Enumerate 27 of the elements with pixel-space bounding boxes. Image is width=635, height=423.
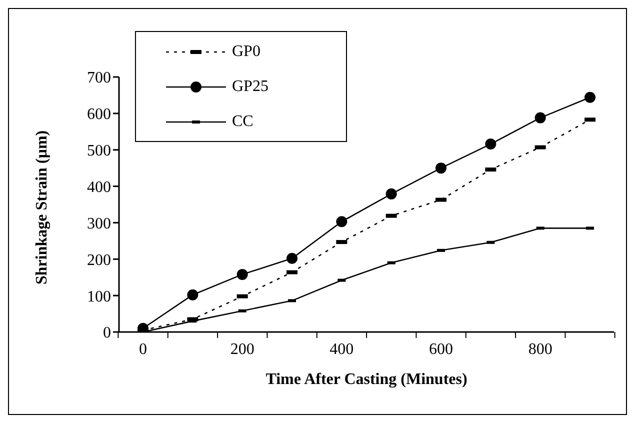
y-tick-label: 600	[87, 106, 111, 124]
legend-label: GP25	[232, 78, 268, 96]
y-tick-label: 300	[87, 215, 111, 232]
point	[485, 138, 496, 150]
x-tick-label: 400	[330, 341, 354, 358]
y-tick-label: 700	[87, 70, 111, 87]
y-tick-label: 400	[87, 178, 111, 196]
point	[436, 162, 446, 174]
legend-label: GP0	[232, 42, 260, 60]
y-axis-title: Shrinkage Strain (µm)	[34, 130, 51, 284]
point	[386, 188, 397, 200]
x-tick-label: 600	[429, 341, 453, 358]
y-tick-label: 500	[87, 142, 111, 160]
point	[534, 112, 546, 124]
point	[187, 289, 198, 300]
point	[584, 92, 596, 103]
x-tick-label: 200	[230, 341, 254, 358]
point	[236, 268, 248, 280]
y-tick-label: 200	[87, 252, 111, 269]
x-axis-title: Time After Casting (Minutes)	[266, 371, 468, 388]
point	[336, 216, 348, 228]
x-tick-label: 800	[528, 341, 552, 358]
point	[286, 252, 298, 264]
y-tick-label: 0	[103, 324, 111, 342]
x-tick-label: 0	[139, 341, 147, 358]
legend-label: CC	[232, 112, 254, 130]
y-tick-label: 100	[87, 288, 111, 306]
